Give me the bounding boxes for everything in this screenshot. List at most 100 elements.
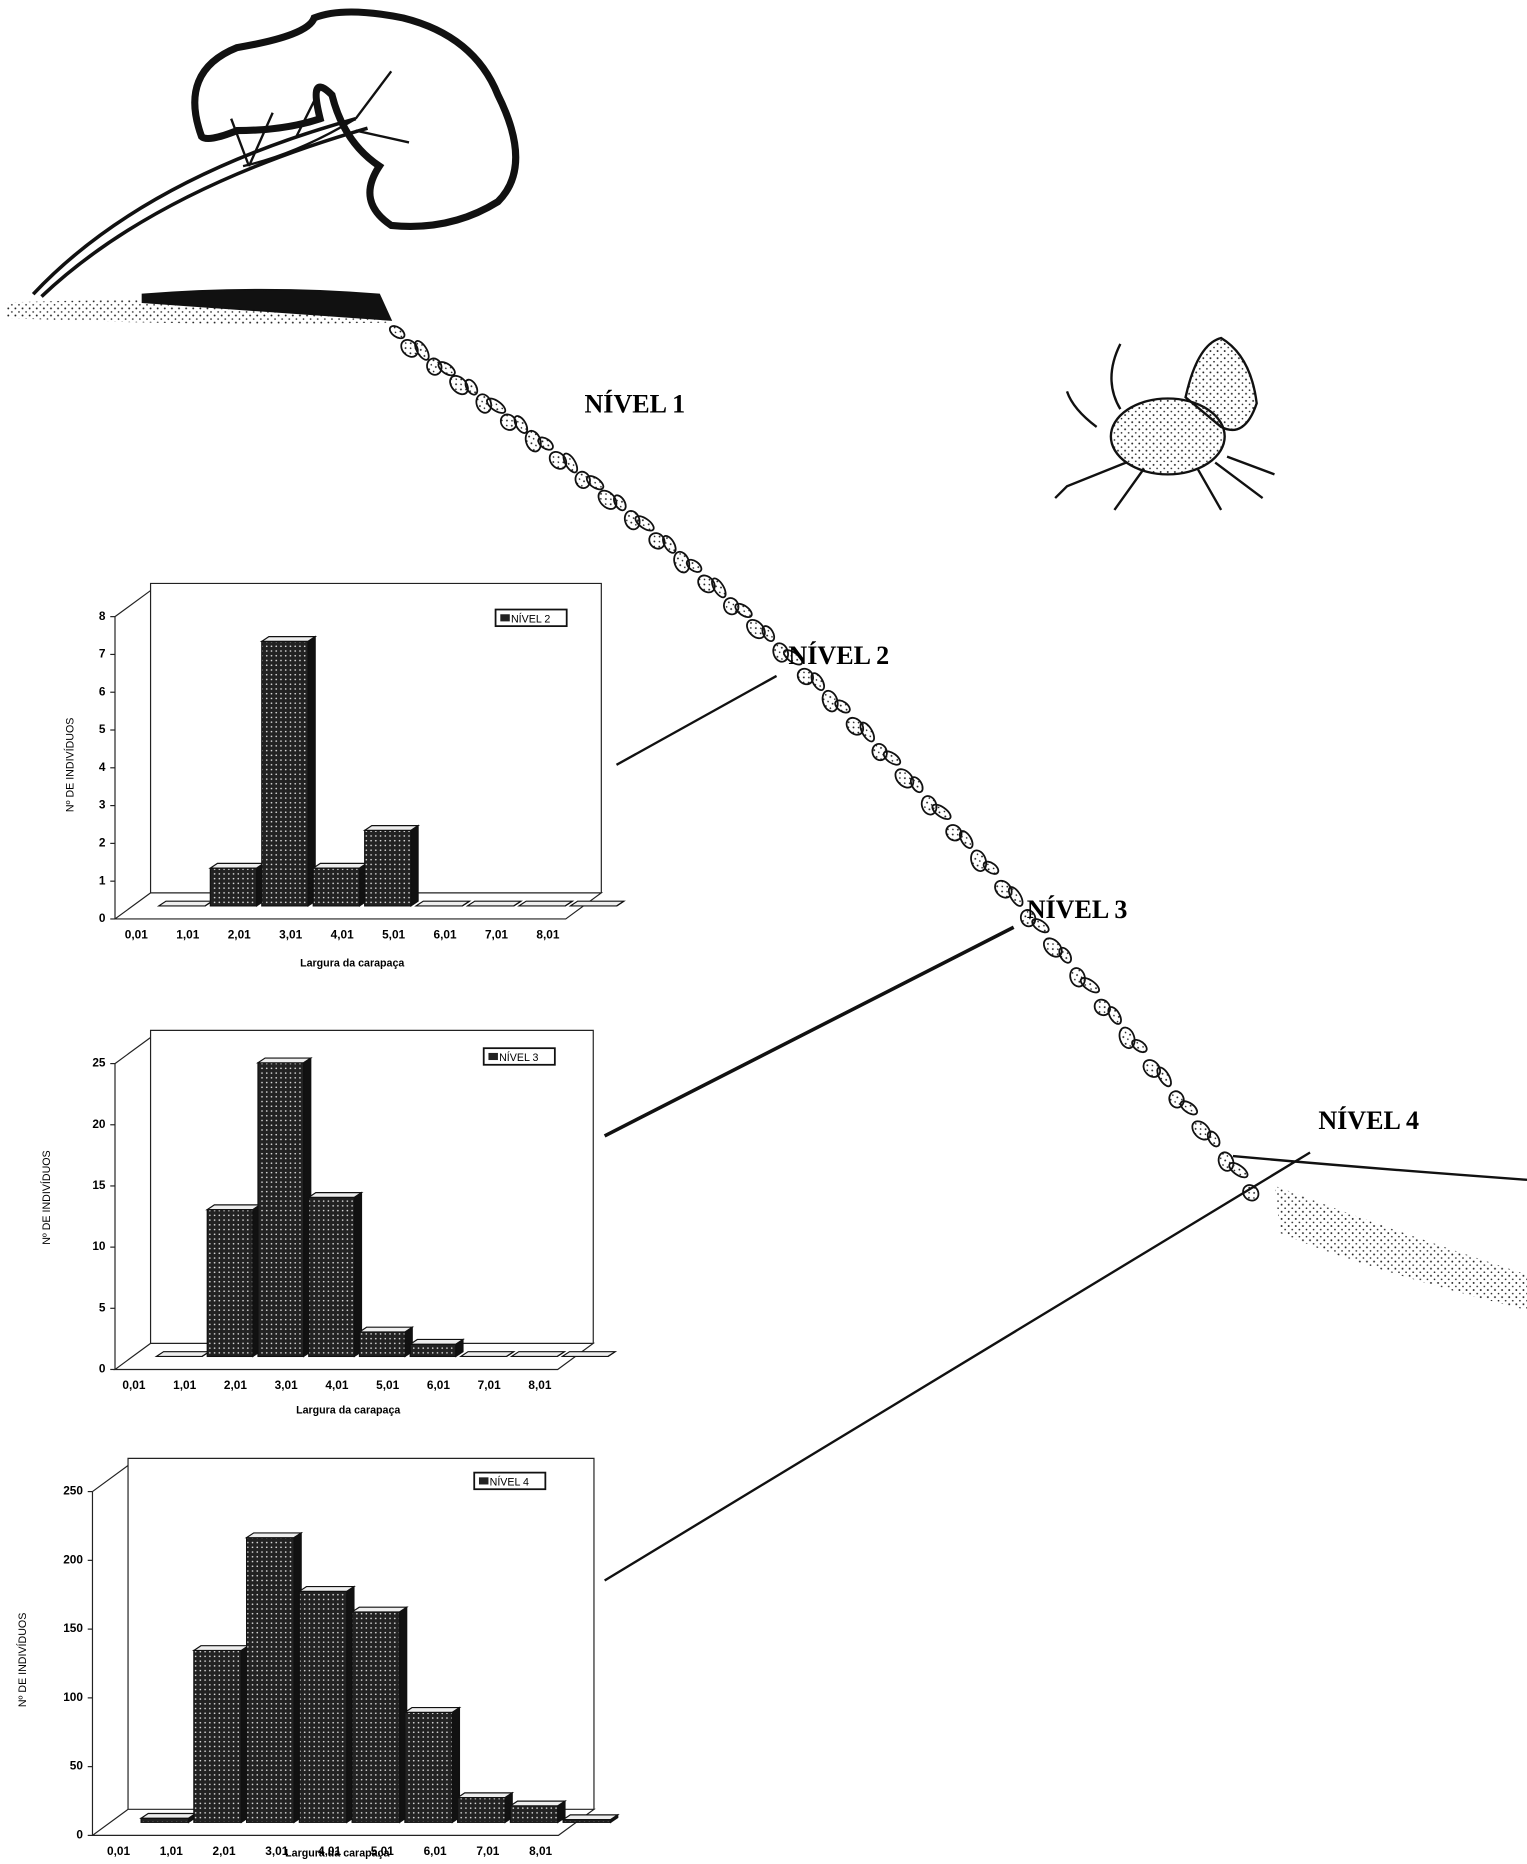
y-tick-label: 10 [92,1239,106,1253]
bar-top [362,825,421,831]
x-tick-label: 1,01 [160,1844,183,1858]
bar [351,1611,401,1823]
connector [603,925,1015,1138]
rock [1118,1026,1136,1050]
rock [613,494,627,512]
y-tick-label: 7 [99,647,106,661]
y-tick-label: 0 [99,911,106,925]
bar-top [408,1338,465,1345]
rock [859,721,875,743]
legend-swatch [478,1477,489,1485]
bar [246,1537,295,1823]
bar-top [568,900,626,907]
bar-side [616,900,625,907]
bar-side [607,1351,616,1357]
rock [882,750,902,766]
bar-side [565,900,573,907]
bar-top [244,1532,304,1539]
rock [464,378,479,396]
x-tick-label: 5,01 [382,928,405,942]
rock [486,397,507,414]
bar-top [517,900,575,907]
rock [662,534,677,554]
level-label: NÍVEL 3 [1027,895,1128,924]
shore-rocks [388,325,1260,1202]
x-tick-label: 1,01 [176,928,199,942]
x-tick-label: 4,01 [318,1844,341,1858]
rock [1007,886,1024,907]
y-tick-label: 250 [63,1484,83,1498]
bar-top [458,1351,516,1358]
rock [437,361,456,377]
bar-top [154,1351,212,1358]
y-tick-label: 1 [99,873,106,887]
rock [562,452,579,474]
rock [634,515,655,532]
rock [1206,1130,1221,1148]
bar-top [205,1204,262,1211]
plot-floor [113,1342,596,1371]
legend-label: NÍVEL 3 [499,1051,538,1064]
y-tick-label: 3 [99,798,106,812]
rock [685,558,703,573]
rock [945,824,963,842]
x-tick-label: 6,01 [427,1378,450,1392]
x-tick-label: 6,01 [424,1844,447,1858]
rock [414,340,430,361]
rock [958,830,974,849]
level-label: NÍVEL 4 [1318,1106,1419,1135]
legend-label: NÍVEL 2 [511,613,550,626]
rock [1179,1100,1199,1116]
rock [821,689,839,713]
x-axis-label: Largura da carapaça [285,1848,389,1860]
legend-box [494,608,568,628]
rock [1242,1184,1260,1202]
rock [970,849,988,872]
x-tick-label: 8,01 [529,1844,552,1858]
x-tick-label: 4,01 [325,1378,348,1392]
y-tick-label: 5 [99,1300,106,1314]
bar-side [455,1338,464,1358]
rock [1031,918,1050,934]
plot-frame [127,1457,595,1810]
bar-top [259,636,318,642]
rock [499,413,518,431]
bar-side [513,900,522,907]
x-tick-label: 1,01 [173,1378,196,1392]
x-tick-label: 0,01 [107,1844,130,1858]
plot-frame [149,582,602,893]
rock [782,649,804,666]
bar-side [557,1351,565,1357]
y-tick-label: 4 [99,760,106,774]
rock [585,475,605,491]
bar [358,1331,406,1358]
x-tick-label: 2,01 [224,1378,247,1392]
bar-top [297,1585,356,1592]
rock [1079,977,1100,994]
y-tick-label: 20 [92,1117,106,1131]
y-tick-label: 6 [99,684,106,698]
rock [1131,1038,1148,1054]
y-tick-label: 25 [92,1056,106,1070]
bar-top [306,1192,364,1198]
y-tick-label: 8 [99,609,106,623]
bar [206,1209,254,1358]
bar-side [410,824,419,908]
y-tick-label: 150 [63,1621,83,1635]
bar-top [311,862,369,869]
rock [810,672,826,691]
bar [209,867,258,907]
y-tick-label: 100 [63,1690,83,1704]
bar [364,829,412,907]
level-label: NÍVEL 2 [788,641,889,670]
rock [597,489,618,510]
bar-chart: 0 50 100 150 200 250 0,01 1,01 2,01 3,01 4,01 5,01 6… [16,1457,620,1860]
x-tick-label: 8,01 [536,928,559,942]
bar [261,640,309,907]
x-tick-label: 2,01 [228,928,251,942]
x-axis-label: Largura da carapaça [296,1404,400,1416]
x-axis-label: Largura da carapaça [300,957,404,969]
x-tick-label: 3,01 [265,1844,288,1858]
rock [1058,946,1072,964]
